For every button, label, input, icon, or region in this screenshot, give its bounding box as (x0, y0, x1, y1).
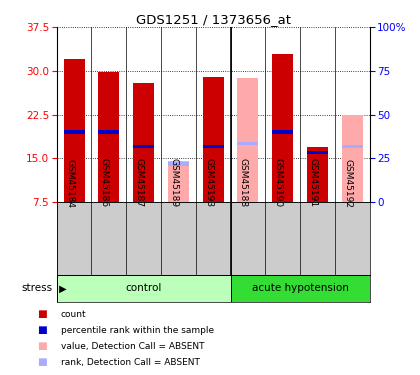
Bar (64, 59, 84, 202)
Text: GSM45189: GSM45189 (169, 159, 178, 208)
Bar (168, 162, 189, 166)
Text: GSM45187: GSM45187 (135, 159, 144, 208)
Text: ■: ■ (37, 342, 47, 351)
Bar (272, 54, 293, 202)
Bar (342, 145, 362, 148)
Bar (272, 130, 293, 134)
Bar (203, 77, 223, 202)
Bar (203, 145, 223, 148)
Text: acute hypotension: acute hypotension (252, 284, 349, 293)
Bar (57, 275, 231, 302)
Text: GSM45190: GSM45190 (274, 159, 283, 208)
Text: GSM45184: GSM45184 (65, 159, 74, 208)
Text: value, Detection Call = ABSENT: value, Detection Call = ABSENT (61, 342, 205, 351)
Text: ■: ■ (37, 357, 47, 368)
Bar (98, 130, 119, 134)
Bar (342, 115, 362, 202)
Text: rank, Detection Call = ABSENT: rank, Detection Call = ABSENT (61, 358, 200, 367)
Bar (307, 151, 328, 154)
Bar (168, 161, 189, 202)
Text: stress: stress (21, 284, 52, 293)
Text: GSM45193: GSM45193 (204, 159, 213, 208)
Text: GSM45188: GSM45188 (239, 159, 248, 208)
Text: ▶: ▶ (56, 284, 67, 293)
Bar (133, 145, 154, 148)
Bar (237, 142, 258, 145)
Bar (98, 72, 119, 202)
Text: ■: ■ (37, 309, 47, 320)
Text: percentile rank within the sample: percentile rank within the sample (61, 326, 214, 335)
Bar (133, 82, 154, 202)
Bar (231, 275, 370, 302)
Text: count: count (61, 310, 87, 319)
Title: GDS1251 / 1373656_at: GDS1251 / 1373656_at (136, 13, 291, 26)
Text: GSM45191: GSM45191 (308, 159, 318, 208)
Text: GSM45192: GSM45192 (343, 159, 352, 208)
Bar (237, 78, 258, 202)
Bar (64, 130, 84, 134)
Bar (307, 147, 328, 202)
Text: control: control (126, 284, 162, 293)
Text: ■: ■ (37, 326, 47, 335)
Text: GSM45186: GSM45186 (100, 159, 109, 208)
